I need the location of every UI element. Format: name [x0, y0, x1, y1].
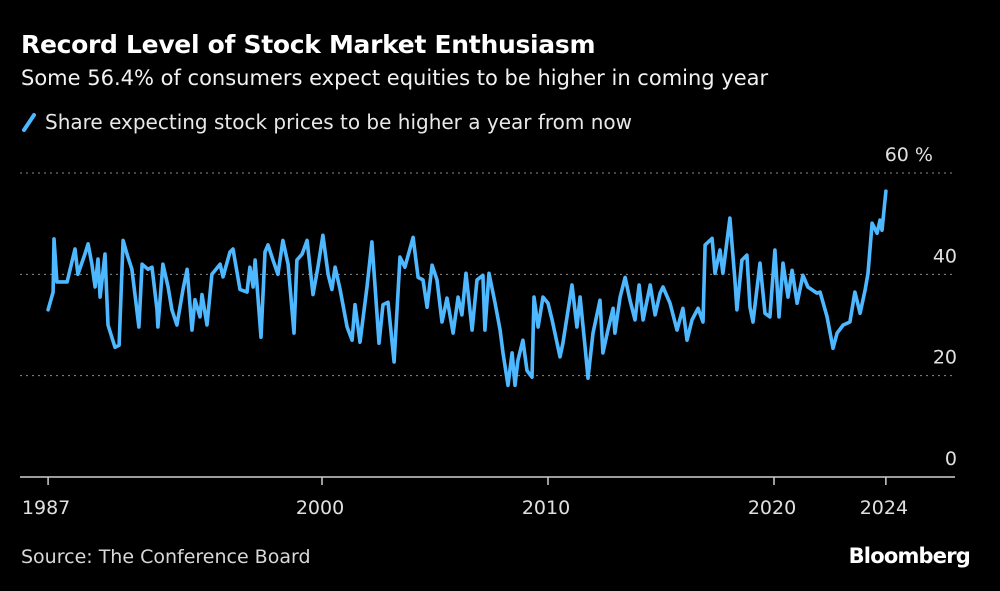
- source-note: Source: The Conference Board: [21, 546, 311, 568]
- series-line: [46, 189, 888, 388]
- x-tick-label: 2024: [860, 497, 908, 519]
- y-tick-label: 20: [933, 347, 957, 369]
- legend-label: Share expecting stock prices to be highe…: [45, 110, 633, 134]
- legend-line-icon: [22, 113, 36, 132]
- y-tick-label: 40: [933, 245, 957, 267]
- y-tick-label: 0: [945, 448, 957, 470]
- y-tick-label: 60 %: [885, 144, 933, 166]
- chart-subtitle: Some 56.4% of consumers expect equities …: [21, 66, 769, 90]
- x-tick-label: 2020: [748, 497, 796, 519]
- x-tick-label: 2010: [522, 497, 570, 519]
- bloomberg-logo: Bloomberg: [848, 544, 971, 568]
- x-tick-label: 2000: [296, 497, 344, 519]
- x-tick-label: 1987: [22, 497, 70, 519]
- legend: Share expecting stock prices to be highe…: [21, 110, 632, 134]
- chart-title: Record Level of Stock Market Enthusiasm: [21, 30, 596, 59]
